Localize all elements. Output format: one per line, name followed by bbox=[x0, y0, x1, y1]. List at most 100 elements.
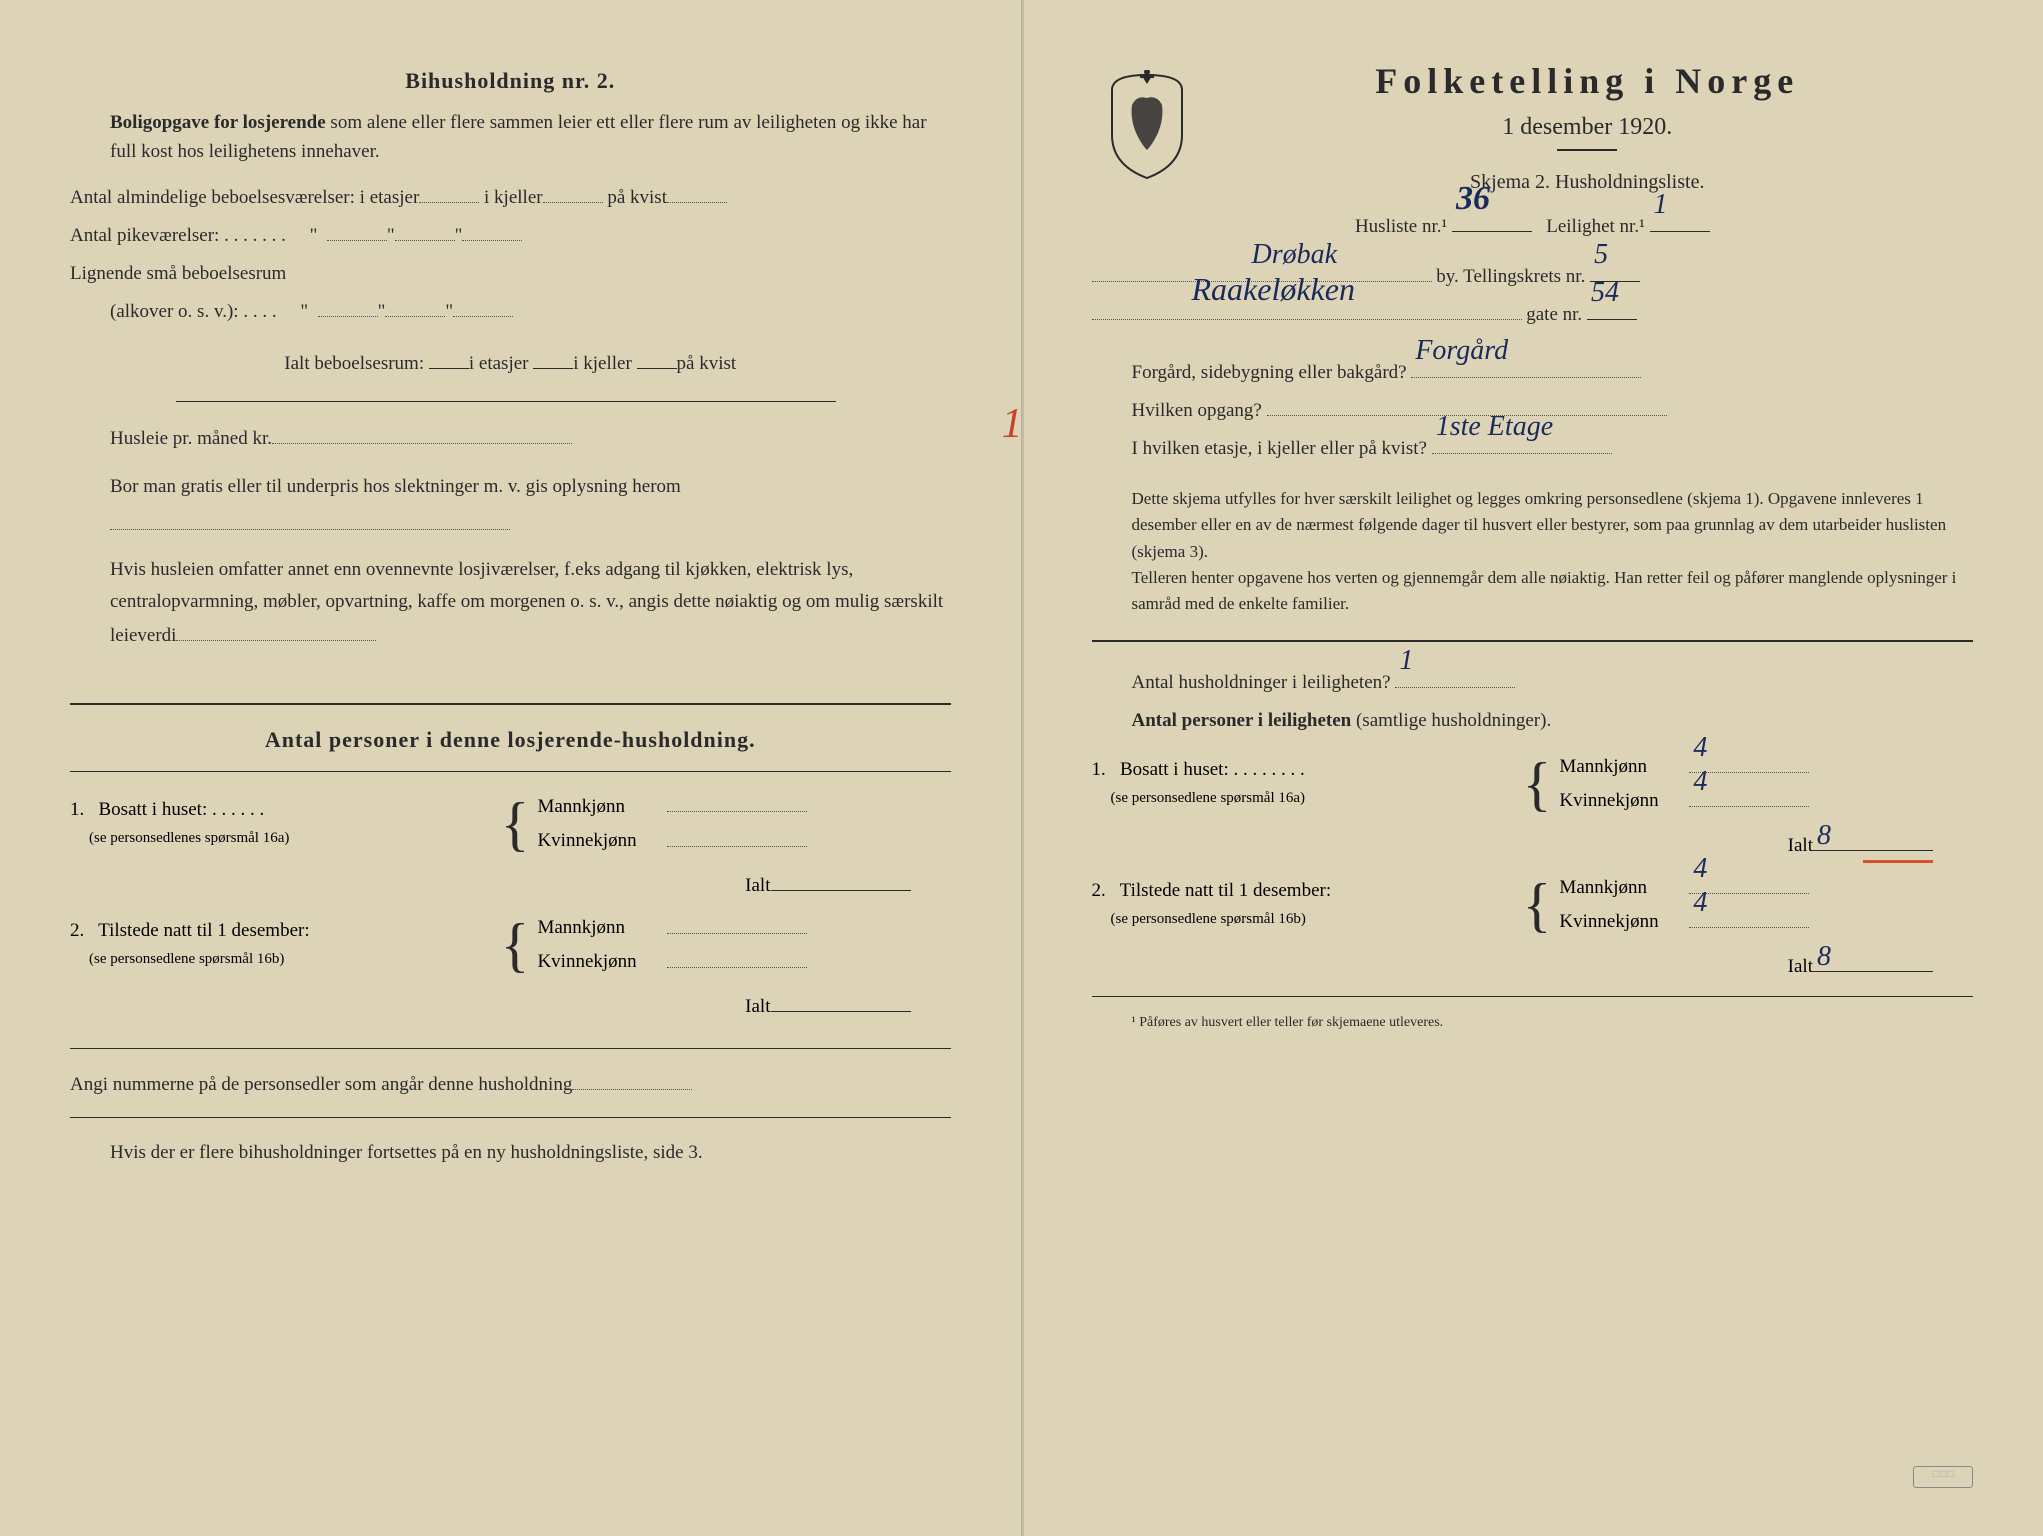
item1-ialt-value: 8 bbox=[1817, 820, 1831, 852]
small-rooms-line: Lignende små beboelsesrum (alkover o. s.… bbox=[70, 255, 951, 331]
rent-label: Husleie pr. måned kr. bbox=[110, 428, 272, 449]
title-rule bbox=[1557, 149, 1617, 151]
date-subtitle: 1 desember 1920. bbox=[1202, 114, 1974, 141]
section-divider bbox=[70, 703, 951, 705]
leilighet-value: 1 bbox=[1654, 177, 1668, 233]
total-mid2: i kjeller bbox=[573, 353, 632, 374]
r-ialt-row-2: Ialt8 bbox=[1092, 949, 1974, 978]
etasje-value: 1ste Etage bbox=[1436, 399, 1553, 455]
angi: Angi nummerne på de personsedler som ang… bbox=[70, 1074, 572, 1095]
rooms-end: på kvist bbox=[607, 187, 667, 208]
kvinn-label: Kvinnekjønn bbox=[1559, 905, 1689, 939]
ialt-label: Ialt bbox=[745, 875, 770, 896]
antal-pers-title: Antal personer i leiligheten bbox=[1132, 710, 1352, 731]
husliste-line: Husliste nr.¹ 36 Leilighet nr.¹ 1 bbox=[1092, 208, 1974, 246]
r-ialt-row-1: Ialt8 bbox=[1092, 828, 1974, 857]
mann-label: Mannkjønn bbox=[1559, 871, 1689, 905]
instructions-p1: Dette skjema utfylles for hver særskilt … bbox=[1092, 486, 1974, 565]
brace-icon: { bbox=[1515, 760, 1560, 808]
item2-right: Mannkjønn Kvinnekjønn bbox=[537, 911, 950, 979]
red-annotation: 1 bbox=[1002, 400, 1023, 448]
left-page: Bihusholdning nr. 2. Boligopgave for los… bbox=[0, 0, 1022, 1536]
etasje-line: I hvilken etasje, i kjeller eller på kvi… bbox=[1092, 430, 1974, 468]
mann-label: Mannkjønn bbox=[537, 790, 667, 824]
main-title: Folketelling i Norge bbox=[1202, 60, 1974, 102]
brace-icon: { bbox=[493, 800, 538, 848]
instructions-p2: Telleren henter opgavene hos verten og g… bbox=[1092, 565, 1974, 618]
right-page: 65075 Folketelling i Norge 1 desember 19… bbox=[1022, 0, 2043, 1536]
rooms-mid: i kjeller bbox=[484, 187, 543, 208]
rooms-label: Antal almindelige beboelsesværelser: i e… bbox=[70, 187, 419, 208]
divider bbox=[1092, 996, 1974, 997]
mann-label: Mannkjønn bbox=[537, 911, 667, 945]
ialt-label: Ialt bbox=[1788, 956, 1813, 977]
item1-right: Mannkjønn Kvinnekjønn bbox=[537, 790, 950, 858]
ialt-row-1: Ialt bbox=[70, 868, 951, 897]
kvinn-label: Kvinnekjønn bbox=[537, 824, 667, 858]
opgang-label: Hvilken opgang? bbox=[1132, 400, 1262, 421]
rent-line: Husleie pr. måned kr. bbox=[70, 420, 951, 458]
kvinn-label: Kvinnekjønn bbox=[537, 945, 667, 979]
total-rooms-line: Ialt beboelsesrum: i etasjer i kjeller p… bbox=[70, 345, 951, 383]
ialt-label: Ialt bbox=[745, 996, 770, 1017]
item1-kvinn-value: 4 bbox=[1693, 757, 1707, 807]
item2-label: Tilstede natt til 1 desember: bbox=[98, 920, 309, 941]
red-underline-icon bbox=[1863, 860, 1933, 863]
item1-group: 1. Bosatt i huset: . . . . . . (se perso… bbox=[70, 790, 951, 858]
r-item2-right: Mannkjønn4 Kvinnekjønn4 bbox=[1559, 871, 1973, 939]
ialt-row-2: Ialt bbox=[70, 989, 951, 1018]
gate-line: Raakeløkken gate nr. 54 bbox=[1092, 296, 1974, 334]
forgard-line: Forgård, sidebygning eller bakgård? Forg… bbox=[1092, 354, 1974, 392]
small1: Lignende små beboelsesrum bbox=[70, 263, 286, 284]
pike-line: Antal pikeværelser: . . . . . . . " "" bbox=[70, 217, 951, 255]
r-item2-num: 2. bbox=[1092, 880, 1106, 901]
item2-ialt-value: 8 bbox=[1817, 941, 1831, 973]
item1-left: 1. Bosatt i huset: . . . . . . (se perso… bbox=[70, 797, 493, 850]
etasje-label: I hvilken etasje, i kjeller eller på kvi… bbox=[1132, 438, 1427, 459]
r-item1-sub: (se personsedlene spørsmål 16a) bbox=[1111, 790, 1306, 806]
intro-paragraph: Boligopgave for losjerende som alene ell… bbox=[70, 108, 951, 167]
small2: (alkover o. s. v.): . . . . bbox=[70, 301, 277, 322]
r-item1-left: 1. Bosatt i huset: . . . . . . . . (se p… bbox=[1092, 757, 1515, 810]
r-item2-left: 2. Tilstede natt til 1 desember: (se per… bbox=[1092, 878, 1515, 931]
pike-label: Antal pikeværelser: . . . . . . . bbox=[70, 225, 286, 246]
ialt-label: Ialt bbox=[1788, 835, 1813, 856]
item2-sub: (se personsedlene spørsmål 16b) bbox=[89, 951, 284, 967]
item2-kvinn-value: 4 bbox=[1693, 878, 1707, 928]
divider bbox=[70, 1048, 951, 1049]
item1-sub: (se personsedlenes spørsmål 16a) bbox=[89, 830, 289, 846]
antal-hush-value: 1 bbox=[1399, 633, 1413, 689]
item1-label: Bosatt i huset: . . . . . . bbox=[99, 799, 265, 820]
antal-pers-suffix: (samtlige husholdninger). bbox=[1351, 710, 1551, 731]
intro-bold: Boligopgave for losjerende bbox=[110, 112, 326, 133]
forgard-value: Forgård bbox=[1415, 323, 1508, 379]
item2-group: 2. Tilstede natt til 1 desember: (se per… bbox=[70, 911, 951, 979]
husliste-value: 36 bbox=[1456, 165, 1490, 233]
divider bbox=[176, 401, 836, 402]
husliste-label: Husliste nr.¹ bbox=[1355, 216, 1447, 237]
brace-icon: { bbox=[1515, 881, 1560, 929]
total-end: på kvist bbox=[677, 353, 737, 374]
by-label: by. Tellingskrets nr. bbox=[1436, 266, 1585, 287]
antal-pers-line: Antal personer i leiligheten (samtlige h… bbox=[1092, 702, 1974, 740]
skjema-line: Skjema 2. Husholdningsliste. bbox=[1202, 171, 1974, 194]
printer-stamp: ⬚⬚⬚ bbox=[1913, 1466, 1973, 1488]
brace-icon: { bbox=[493, 921, 538, 969]
left-footer: Hvis der er flere bihusholdninger fortse… bbox=[70, 1138, 951, 1167]
kvinn-label: Kvinnekjønn bbox=[1559, 784, 1689, 818]
r-item2-label: Tilstede natt til 1 desember: bbox=[1120, 880, 1331, 901]
r-item1-right: Mannkjønn4 Kvinnekjønn4 bbox=[1559, 750, 1973, 818]
r-item1-label: Bosatt i huset: . . . . . . . . bbox=[1120, 759, 1305, 780]
divider bbox=[70, 1117, 951, 1118]
r-item1-num: 1. bbox=[1092, 759, 1106, 780]
r-item2-sub: (se personsedlene spørsmål 16b) bbox=[1111, 911, 1306, 927]
divider bbox=[70, 771, 951, 772]
gate-label: gate nr. bbox=[1526, 304, 1582, 325]
left-heading: Bihusholdning nr. 2. bbox=[70, 68, 951, 94]
r-item1-group: 1. Bosatt i huset: . . . . . . . . (se p… bbox=[1092, 750, 1974, 818]
r-item2-group: 2. Tilstede natt til 1 desember: (se per… bbox=[1092, 871, 1974, 939]
item2-left: 2. Tilstede natt til 1 desember: (se per… bbox=[70, 918, 493, 971]
gratis-line: Bor man gratis eller til underpris hos s… bbox=[70, 468, 951, 544]
forgard-label: Forgård, sidebygning eller bakgård? bbox=[1132, 362, 1407, 383]
total-lead: Ialt beboelsesrum: bbox=[284, 353, 424, 374]
